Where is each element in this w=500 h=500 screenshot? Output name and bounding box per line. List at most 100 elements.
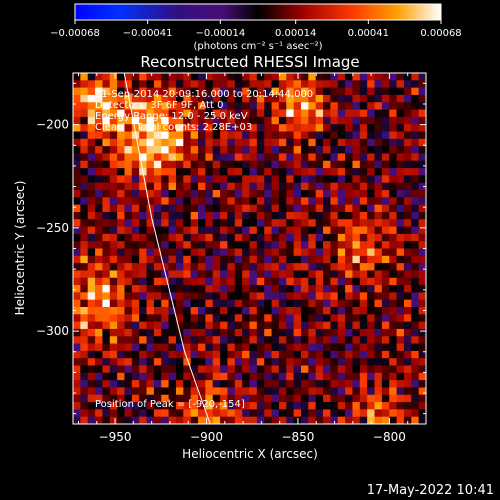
heatmap-cell (300, 241, 309, 250)
heatmap-cell (359, 94, 368, 103)
heatmap-cell (205, 387, 214, 396)
heatmap-cell (359, 402, 368, 410)
heatmap-cell (168, 160, 177, 169)
heatmap-cell (330, 182, 339, 191)
heatmap-cell (271, 73, 280, 81)
heatmap-cell (242, 241, 251, 250)
heatmap-cell (396, 226, 405, 235)
heatmap-cell (124, 131, 133, 140)
heatmap-cell (175, 350, 184, 359)
heatmap-cell (87, 153, 96, 162)
heatmap-cell (190, 226, 199, 235)
heatmap-cell (205, 211, 214, 220)
heatmap-cell (315, 87, 324, 96)
heatmap-cell (183, 131, 192, 140)
heatmap-cell (227, 211, 236, 220)
heatmap-cell (161, 255, 170, 264)
x-tick-label: −800 (373, 430, 406, 444)
heatmap-cell (198, 124, 206, 133)
heatmap-cell (242, 328, 251, 337)
heatmap-cell (286, 416, 295, 424)
heatmap-cell (146, 350, 155, 359)
heatmap-cell (109, 102, 118, 111)
heatmap-cell (389, 102, 398, 111)
heatmap-cell (227, 190, 236, 198)
heatmap-cell (418, 358, 426, 367)
heatmap-cell (117, 190, 126, 198)
heatmap-cell (330, 190, 339, 198)
heatmap-cell (271, 153, 280, 162)
heatmap-cell (227, 175, 236, 184)
heatmap-cell (117, 277, 126, 286)
heatmap-cell (389, 138, 398, 147)
heatmap-cell (168, 211, 177, 220)
heatmap-cell (183, 168, 192, 176)
heatmap-cell (212, 394, 221, 403)
heatmap-cell (227, 197, 236, 206)
heatmap-cell (227, 226, 236, 235)
heatmap-cell (249, 175, 258, 184)
heatmap-cell (73, 226, 81, 235)
heatmap-cell (153, 102, 162, 111)
heatmap-cell (286, 73, 295, 81)
heatmap-cell (271, 233, 280, 242)
heatmap-cell (293, 116, 302, 125)
heatmap-cell (198, 328, 206, 337)
heatmap-cell (389, 365, 398, 374)
heatmap-cell (278, 241, 287, 250)
heatmap-cell (367, 285, 376, 293)
heatmap-cell (264, 372, 273, 381)
heatmap-cell (183, 307, 192, 315)
heatmap-cell (220, 321, 229, 330)
heatmap-cell (278, 394, 287, 403)
heatmap-cell (315, 102, 324, 111)
heatmap-cell (374, 102, 383, 111)
heatmap-cell (308, 365, 317, 374)
heatmap-cell (183, 226, 192, 235)
heatmap-cell (190, 358, 199, 367)
heatmap-cell (102, 328, 111, 337)
heatmap-cell (359, 87, 368, 96)
heatmap-cell (205, 226, 214, 235)
heatmap-cell (367, 307, 376, 315)
heatmap-cell (308, 204, 317, 213)
heatmap-cell (183, 299, 192, 308)
heatmap-cell (146, 277, 155, 286)
heatmap-cell (315, 219, 324, 228)
heatmap-cell (286, 138, 295, 147)
heatmap-cell (117, 372, 126, 381)
heatmap-cell (80, 380, 89, 389)
heatmap-cell (205, 233, 214, 242)
heatmap-cell (87, 416, 96, 424)
heatmap-cell (381, 219, 390, 228)
heatmap-cell (271, 394, 280, 403)
heatmap-cell (109, 343, 118, 352)
heatmap-cell (109, 380, 118, 389)
heatmap-cell (87, 380, 96, 389)
heatmap-cell (80, 153, 89, 162)
heatmap-cell (175, 80, 184, 89)
heatmap-cell (146, 299, 155, 308)
annotation-counts: Clean Total counts: 2.28E+03 (95, 122, 252, 133)
heatmap-cell (153, 153, 162, 162)
heatmap-cell (374, 255, 383, 264)
heatmap-cell (403, 307, 412, 315)
heatmap-cell (330, 233, 339, 242)
heatmap-cell (345, 336, 354, 345)
heatmap-cell (418, 299, 426, 308)
heatmap-cell (153, 219, 162, 228)
heatmap-cell (271, 277, 280, 286)
heatmap-cell (256, 241, 265, 250)
heatmap-cell (337, 263, 346, 272)
heatmap-cell (95, 343, 104, 352)
heatmap-cell (381, 109, 390, 118)
heatmap-cell (337, 255, 346, 264)
heatmap-cell (323, 226, 331, 235)
heatmap-cell (345, 219, 354, 228)
heatmap-cell (198, 321, 206, 330)
heatmap-cell (146, 219, 155, 228)
heatmap-cell (286, 109, 295, 118)
heatmap-cell (293, 343, 302, 352)
heatmap-cell (95, 175, 104, 184)
heatmap-cell (227, 336, 236, 345)
